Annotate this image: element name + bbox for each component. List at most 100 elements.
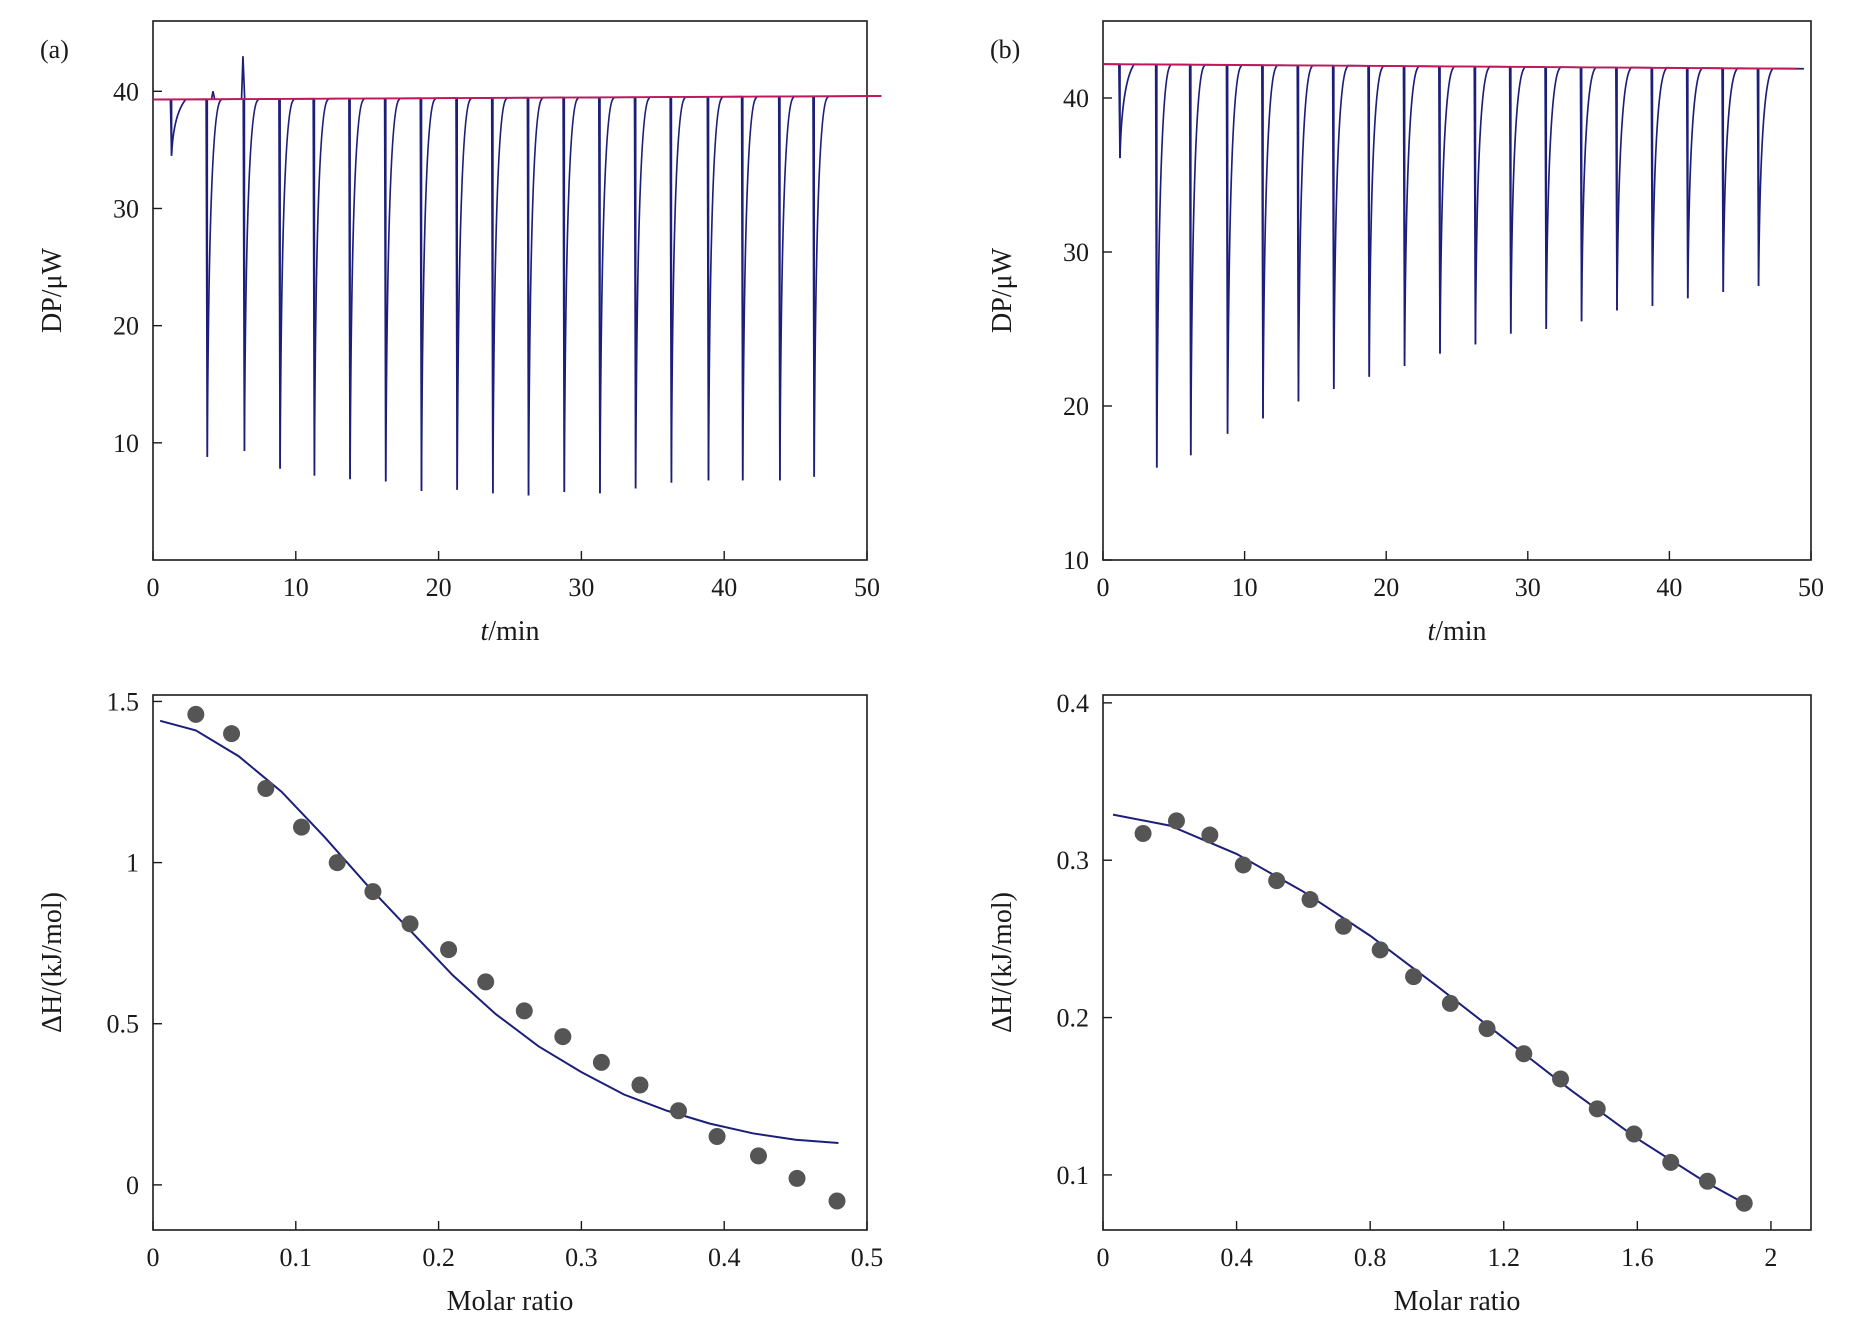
x-axis-label-italic: t <box>1427 616 1436 647</box>
chart-b-bottom: 0 0.4 0.8 1.2 1.6 2 0.1 0.2 0.3 0.4 Molar ratio ΔH/… <box>987 689 1812 1317</box>
data-point <box>592 1053 610 1071</box>
x-tick-label: 10 <box>1232 573 1258 602</box>
data-point <box>364 883 382 901</box>
x-axis-label-unit: /min <box>488 616 539 647</box>
x-tick-label: 0.1 <box>280 1243 313 1272</box>
y-tick-label: 40 <box>113 77 139 106</box>
data-point <box>1625 1125 1643 1143</box>
x-tick-label: 0 <box>1097 1243 1110 1272</box>
data-point <box>1588 1100 1606 1118</box>
data-point <box>1134 824 1152 842</box>
data-point <box>1167 812 1185 830</box>
x-tick-label: 0.4 <box>708 1243 741 1272</box>
y-tick-label: 0 <box>126 1171 139 1200</box>
y-axis-label: DP/μW <box>37 247 68 333</box>
data-point <box>1268 872 1286 890</box>
data-point <box>1371 941 1389 959</box>
data-point <box>631 1076 649 1094</box>
y-tick-label: 0.1 <box>1057 1161 1090 1190</box>
x-axis-label-unit: /min <box>1435 616 1486 647</box>
fit-curve <box>159 719 839 1144</box>
data-point <box>788 1169 806 1187</box>
x-tick-label: 1.2 <box>1488 1243 1521 1272</box>
x-tick-label: 10 <box>283 573 309 602</box>
data-point <box>1698 1172 1716 1190</box>
x-axis-label-italic: t <box>480 616 489 647</box>
data-point <box>257 779 275 797</box>
x-tick-label: 50 <box>854 573 880 602</box>
plot-frame <box>152 20 868 561</box>
y-tick-label: 30 <box>1063 238 1089 267</box>
data-point <box>328 854 346 872</box>
y-tick-label: 20 <box>1063 392 1089 421</box>
x-axis-label: Molar ratio <box>1394 1286 1521 1317</box>
thermogram-bump <box>210 91 216 100</box>
data-point <box>670 1102 688 1120</box>
plot-frame <box>1102 694 1812 1231</box>
y-tick-label: 10 <box>1063 546 1089 575</box>
x-tick-label: 0.4 <box>1220 1243 1253 1272</box>
x-axis-label: Molar ratio <box>447 1286 574 1317</box>
data-point <box>293 818 311 836</box>
y-tick-label: 1 <box>126 849 139 878</box>
x-tick-label: 20 <box>1373 573 1399 602</box>
data-point <box>749 1147 767 1165</box>
baseline-line <box>152 95 882 101</box>
x-tick-label: 0 <box>1097 573 1110 602</box>
chart-a-bottom: 0 0.1 0.2 0.3 0.4 0.5 0 0.5 1 1.5 Molar ratio ΔH/(k… <box>37 687 883 1317</box>
data-point <box>401 915 419 933</box>
data-point <box>440 941 458 959</box>
data-point <box>477 973 495 991</box>
x-tick-label: 0.5 <box>851 1243 884 1272</box>
y-axis-label: ΔH/(kJ/mol) <box>987 892 1018 1033</box>
y-tick-label: 20 <box>113 312 139 341</box>
data-point <box>1301 891 1319 909</box>
data-point <box>223 725 241 743</box>
panel-label: (b) <box>990 35 1020 64</box>
x-tick-label: 0 <box>147 573 160 602</box>
y-tick-label: 1.5 <box>107 687 140 716</box>
x-tick-label: 1.6 <box>1621 1243 1654 1272</box>
y-tick-label: 10 <box>113 429 139 458</box>
data-point <box>554 1028 572 1046</box>
x-tick-label: 30 <box>568 573 594 602</box>
y-tick-label: 0.4 <box>1057 689 1090 718</box>
data-point <box>187 705 205 723</box>
thermogram-trace <box>1102 63 1804 468</box>
x-tick-label: 2 <box>1764 1243 1777 1272</box>
y-axis-label: ΔH/(kJ/mol) <box>37 892 68 1033</box>
data-point <box>1478 1020 1496 1038</box>
panel-label: (a) <box>40 35 69 64</box>
chart-b-top: 0 10 20 30 40 50 10 20 30 40 (b) t/min DP/μW <box>987 20 1824 647</box>
data-point <box>1334 917 1352 935</box>
data-point <box>828 1192 846 1210</box>
plot-frame <box>152 694 868 1231</box>
chart-a-top: 0 10 20 30 40 50 10 20 30 40 (a) t/min DP/μW <box>37 20 882 647</box>
x-axis-label: t/min <box>480 616 539 647</box>
x-tick-label: 50 <box>1798 573 1824 602</box>
y-tick-label: 40 <box>1063 84 1089 113</box>
y-tick-label: 0.3 <box>1057 846 1090 875</box>
data-point <box>1201 826 1219 844</box>
data-point <box>1234 856 1252 874</box>
x-tick-label: 0.2 <box>422 1243 455 1272</box>
x-tick-label: 20 <box>426 573 452 602</box>
x-tick-label: 40 <box>1656 573 1682 602</box>
x-tick-label: 30 <box>1515 573 1541 602</box>
data-point <box>708 1128 726 1146</box>
y-axis-label: DP/μW <box>987 247 1018 333</box>
x-axis-label: t/min <box>1427 616 1486 647</box>
data-point <box>1405 968 1423 986</box>
data-point <box>1735 1194 1753 1212</box>
data-point <box>515 1002 533 1020</box>
fit-curve <box>1112 813 1745 1205</box>
data-point <box>1552 1070 1570 1088</box>
plot-frame <box>1102 20 1812 561</box>
thermogram-trace <box>152 95 882 496</box>
y-tick-label: 30 <box>113 194 139 223</box>
x-tick-label: 40 <box>711 573 737 602</box>
data-point <box>1515 1045 1533 1063</box>
y-tick-label: 0.2 <box>1057 1004 1090 1033</box>
thermogram-bump <box>240 56 246 100</box>
